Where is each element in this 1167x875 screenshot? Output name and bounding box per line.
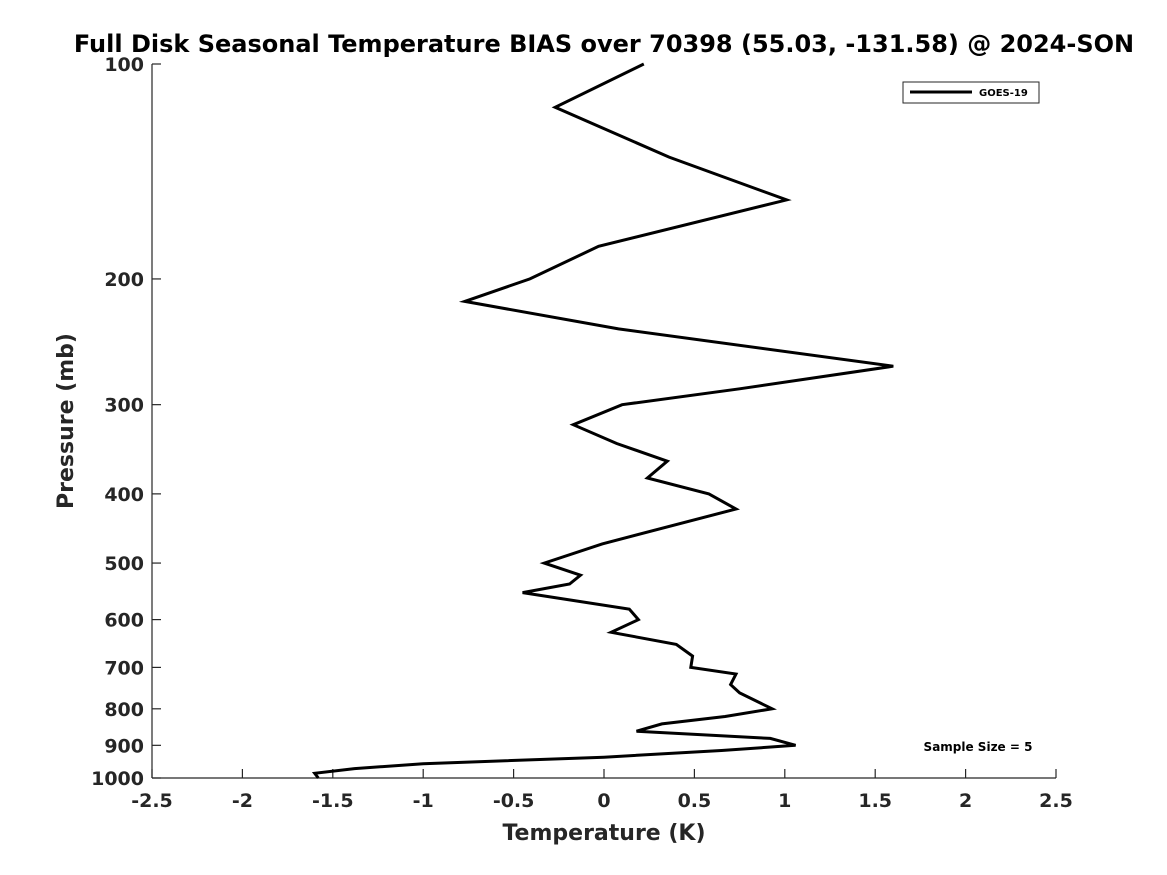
y-tick-label: 100 xyxy=(104,54,144,76)
x-tick-label: 0.5 xyxy=(678,790,712,812)
x-tick-label: -0.5 xyxy=(493,790,535,812)
legend-label-goes-19: GOES-19 xyxy=(979,88,1028,99)
x-tick-label: 1.5 xyxy=(858,790,892,812)
y-tick-label: 500 xyxy=(104,553,144,575)
x-axis-ticks: -2.5 -2 -1.5 -1 -0.5 0 0.5 1 1.5 2 2.5 xyxy=(131,769,1073,812)
x-tick-label: -2.5 xyxy=(131,790,173,812)
legend: GOES-19 xyxy=(902,81,1040,104)
x-tick-label: -2 xyxy=(232,790,253,812)
y-tick-label: 1000 xyxy=(91,768,144,790)
series-line-goes-19 xyxy=(311,62,894,779)
x-tick-label: 2 xyxy=(959,790,972,812)
y-axis-ticks: 100 200 300 400 500 600 700 800 900 1000 xyxy=(91,54,161,790)
y-tick-label: 800 xyxy=(104,699,144,721)
y-tick-label: 700 xyxy=(104,657,144,679)
y-tick-label: 900 xyxy=(104,735,144,757)
x-tick-label: 2.5 xyxy=(1039,790,1073,812)
chart-title: Full Disk Seasonal Temperature BIAS over… xyxy=(74,30,1134,58)
y-tick-label: 200 xyxy=(104,269,144,291)
y-tick-label: 600 xyxy=(104,610,144,632)
sample-size-annotation: Sample Size = 5 xyxy=(924,740,1033,754)
x-tick-label: 0 xyxy=(597,790,610,812)
y-tick-label: 300 xyxy=(104,395,144,417)
y-tick-label: 400 xyxy=(104,484,144,506)
x-tick-label: -1 xyxy=(413,790,434,812)
series-layer xyxy=(311,62,894,779)
y-axis-label: Pressure (mb) xyxy=(54,333,79,509)
x-tick-label: 1 xyxy=(778,790,791,812)
x-axis-label: Temperature (K) xyxy=(502,821,705,846)
x-tick-label: -1.5 xyxy=(312,790,354,812)
